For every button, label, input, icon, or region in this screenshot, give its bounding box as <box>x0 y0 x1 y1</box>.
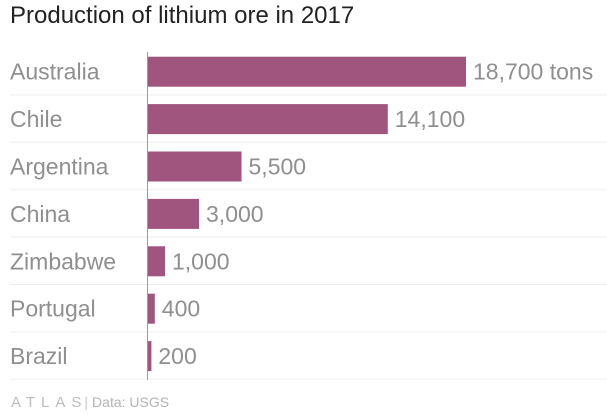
grid-lines <box>10 94 607 380</box>
value-label: 400 <box>162 296 200 322</box>
category-label: Portugal <box>10 296 96 322</box>
value-label: 200 <box>158 343 196 369</box>
category-label: Argentina <box>10 154 109 180</box>
value-label: 3,000 <box>206 201 264 227</box>
footer-separator: | <box>84 394 89 410</box>
bar-australia[interactable] <box>148 56 466 87</box>
bar-portugal[interactable] <box>148 293 155 324</box>
category-label: Brazil <box>10 343 68 369</box>
bars <box>148 56 466 372</box>
source-prefix: Data: <box>92 394 130 410</box>
bar-argentina[interactable] <box>148 151 242 182</box>
value-label: 18,700 tons <box>473 59 593 85</box>
category-label: China <box>10 201 70 227</box>
category-label: Australia <box>10 59 100 85</box>
atlas-logo[interactable]: ATLAS <box>11 394 88 411</box>
category-label: Zimbabwe <box>10 248 116 274</box>
bar-chart: Australia 18,700 tons Chile 14,100 Argentina… <box>10 52 607 380</box>
value-label: 14,100 <box>395 106 465 132</box>
value-label: 5,500 <box>249 154 307 180</box>
category-label: Chile <box>10 106 62 132</box>
bar-china[interactable] <box>148 198 200 229</box>
footer: ATLAS| Data: USGS <box>11 394 169 411</box>
chart-title: Production of lithium ore in 2017 <box>10 2 355 29</box>
bar-zimbabwe[interactable] <box>148 246 166 277</box>
bar-chile[interactable] <box>148 104 388 135</box>
bar-brazil[interactable] <box>148 341 152 372</box>
value-label: 1,000 <box>172 248 230 274</box>
source-name: USGS <box>129 394 170 410</box>
labels: Australia 18,700 tons Chile 14,100 Argentina… <box>10 59 593 369</box>
